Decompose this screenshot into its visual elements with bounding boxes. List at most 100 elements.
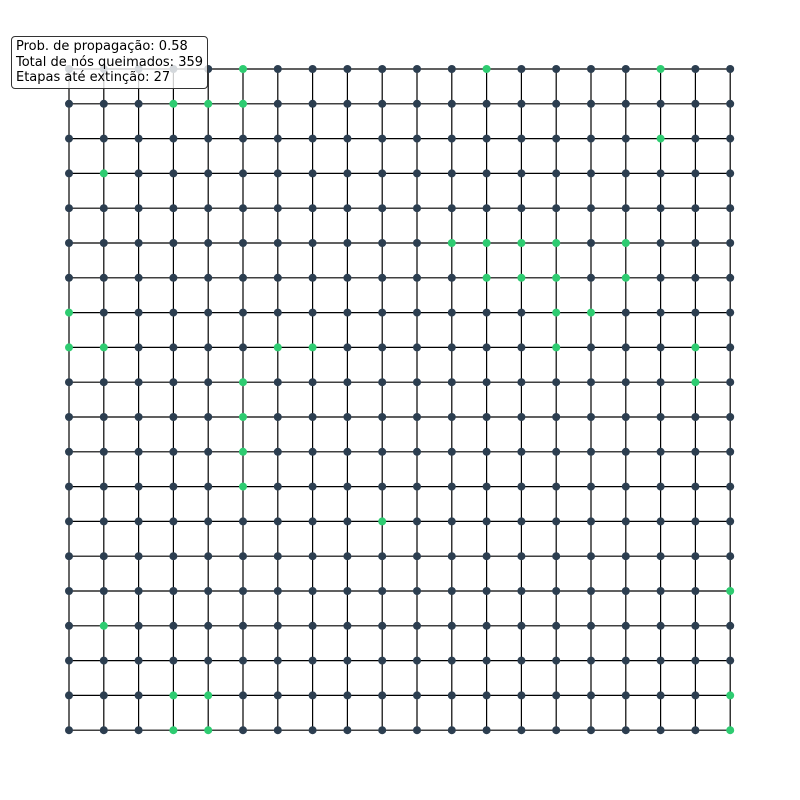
burned-node-17-12 xyxy=(482,656,491,665)
burned-node-14-16 xyxy=(621,552,630,561)
burned-node-1-15 xyxy=(587,99,595,108)
burned-node-19-1 xyxy=(99,726,108,735)
burned-node-6-18 xyxy=(691,273,700,282)
burned-node-2-16 xyxy=(621,134,630,143)
graph-edges xyxy=(68,68,731,731)
burned-node-15-17 xyxy=(656,587,665,595)
burned-node-4-9 xyxy=(378,204,387,213)
burned-node-1-17 xyxy=(656,99,665,108)
burned-node-17-11 xyxy=(447,656,456,665)
burned-node-16-2 xyxy=(134,621,143,630)
burned-node-6-7 xyxy=(308,273,317,282)
burned-node-14-14 xyxy=(552,552,561,561)
burned-node-8-4 xyxy=(204,343,213,352)
burned-node-13-2 xyxy=(134,517,143,526)
burned-node-8-11 xyxy=(447,343,456,352)
burned-node-5-17 xyxy=(656,239,665,247)
intact-node-8-6 xyxy=(273,343,282,352)
burned-node-9-7 xyxy=(308,378,317,387)
burned-node-2-4 xyxy=(204,134,213,143)
burned-node-1-13 xyxy=(517,99,526,108)
burned-node-15-0 xyxy=(65,587,73,595)
burned-node-14-8 xyxy=(343,552,352,561)
burned-node-15-12 xyxy=(482,587,491,595)
burned-node-13-7 xyxy=(308,517,317,526)
burned-node-16-16 xyxy=(621,621,630,630)
burned-node-6-3 xyxy=(169,273,178,282)
burned-node-6-5 xyxy=(239,273,247,282)
burned-node-12-12 xyxy=(482,482,491,491)
burned-node-3-13 xyxy=(517,169,526,178)
burned-node-7-16 xyxy=(621,308,630,317)
burned-node-11-16 xyxy=(621,447,630,456)
burned-node-15-16 xyxy=(621,587,630,595)
burned-node-12-13 xyxy=(517,482,526,491)
burned-node-16-13 xyxy=(517,621,526,630)
burned-node-2-11 xyxy=(447,134,456,143)
burned-node-4-17 xyxy=(656,204,665,213)
burned-node-7-4 xyxy=(204,308,213,317)
burned-node-13-3 xyxy=(169,517,178,526)
burned-node-0-13 xyxy=(517,65,526,73)
intact-node-8-1 xyxy=(99,343,108,352)
intact-node-0-17 xyxy=(656,65,665,73)
burned-node-12-2 xyxy=(134,482,143,491)
burned-node-13-13 xyxy=(517,517,526,526)
burned-node-2-13 xyxy=(517,134,526,143)
burned-node-18-0 xyxy=(65,691,73,700)
burned-node-5-5 xyxy=(239,239,247,247)
burned-node-7-1 xyxy=(99,308,108,317)
burned-node-2-6 xyxy=(273,134,282,143)
burned-node-11-13 xyxy=(517,447,526,456)
burned-node-17-6 xyxy=(273,656,282,665)
burned-node-13-4 xyxy=(204,517,213,526)
burned-node-11-11 xyxy=(447,447,456,456)
burned-node-11-17 xyxy=(656,447,665,456)
burned-node-10-11 xyxy=(447,413,456,421)
burned-node-13-0 xyxy=(65,517,73,526)
intact-node-5-13 xyxy=(517,239,526,247)
burned-node-18-11 xyxy=(447,691,456,700)
burned-node-13-16 xyxy=(621,517,630,526)
burned-node-5-10 xyxy=(413,239,421,247)
burned-node-15-7 xyxy=(308,587,317,595)
burned-node-7-10 xyxy=(413,308,421,317)
intact-node-6-16 xyxy=(621,273,630,282)
burned-node-1-2 xyxy=(134,99,143,108)
burned-node-4-19 xyxy=(726,204,735,213)
burned-node-14-6 xyxy=(273,552,282,561)
burned-node-4-8 xyxy=(343,204,352,213)
burned-node-10-2 xyxy=(134,413,143,421)
burned-node-4-12 xyxy=(482,204,491,213)
burned-node-19-2 xyxy=(134,726,143,735)
burned-node-18-17 xyxy=(656,691,665,700)
burned-node-4-5 xyxy=(239,204,247,213)
burned-node-10-15 xyxy=(587,413,595,421)
intact-node-1-5 xyxy=(239,99,247,108)
burned-node-9-11 xyxy=(447,378,456,387)
burned-node-18-10 xyxy=(413,691,421,700)
burned-node-3-18 xyxy=(691,169,700,178)
burned-node-12-14 xyxy=(552,482,561,491)
burned-node-16-17 xyxy=(656,621,665,630)
burned-node-10-6 xyxy=(273,413,282,421)
burned-node-7-7 xyxy=(308,308,317,317)
burned-node-17-15 xyxy=(587,656,595,665)
intact-node-0-12 xyxy=(482,65,491,73)
burned-node-4-0 xyxy=(65,204,73,213)
burned-node-12-15 xyxy=(587,482,595,491)
burned-node-13-18 xyxy=(691,517,700,526)
burned-node-8-10 xyxy=(413,343,421,352)
burned-node-6-11 xyxy=(447,273,456,282)
burned-node-3-11 xyxy=(447,169,456,178)
burned-node-3-14 xyxy=(552,169,561,178)
burned-node-5-4 xyxy=(204,239,213,247)
burned-node-5-9 xyxy=(378,239,387,247)
burned-node-3-5 xyxy=(239,169,247,178)
burned-node-13-10 xyxy=(413,517,421,526)
burned-node-15-10 xyxy=(413,587,421,595)
burned-node-17-16 xyxy=(621,656,630,665)
burned-node-17-17 xyxy=(656,656,665,665)
propagation-probability-label: Prob. de propagação: 0.58 xyxy=(16,39,188,54)
burned-node-3-2 xyxy=(134,169,143,178)
